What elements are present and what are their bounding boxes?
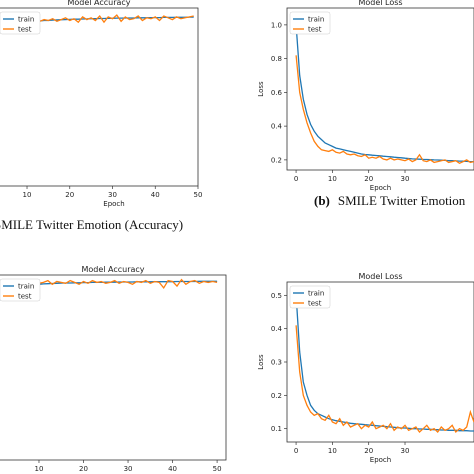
chart-bottom-right: Model Loss 0 10 20 30 0.1 0.2 0.3 0.4 0.5 Epoch Los… bbox=[257, 272, 474, 464]
chart-top-left: Model Accuracy 20 30 40 50 10 Epoch train test bbox=[0, 0, 202, 208]
x-axis-label: Epoch bbox=[370, 184, 391, 192]
y-tick-label: 0.4 bbox=[271, 123, 283, 131]
x-tick-label: 10 bbox=[35, 465, 44, 473]
caption-b: (b) SMILE Twitter Emotion bbox=[314, 193, 465, 209]
plot-frame bbox=[286, 7, 474, 171]
legend-label-test: test bbox=[18, 26, 32, 34]
y-tick-label: 1.0 bbox=[271, 21, 282, 29]
y-axis-label: Loss bbox=[257, 354, 265, 370]
y-tick-label: 0.3 bbox=[271, 359, 282, 367]
series-line-train bbox=[295, 295, 474, 432]
y-tick-label: 0.6 bbox=[271, 89, 283, 97]
chart-title: Model Loss bbox=[358, 272, 402, 281]
x-tick-label: 10 bbox=[328, 175, 337, 183]
series-line-test bbox=[295, 55, 474, 165]
legend-label-train: train bbox=[18, 16, 34, 24]
x-tick-label: 0 bbox=[294, 175, 298, 183]
chart-title: Model Loss bbox=[358, 0, 402, 7]
x-tick-label: 40 bbox=[168, 465, 177, 473]
series-line-train bbox=[295, 24, 474, 163]
x-axis-label: Epoch bbox=[103, 200, 124, 208]
caption-a-text: SMILE Twitter Emotion (Accuracy) bbox=[0, 217, 184, 232]
x-tick-label: 20 bbox=[79, 465, 88, 473]
y-tick-label: 0.2 bbox=[271, 392, 282, 400]
x-tick-label: 50 bbox=[194, 191, 203, 199]
y-tick-label: 0.1 bbox=[271, 425, 282, 433]
legend-label-train: train bbox=[308, 16, 324, 24]
y-tick-label: 0.8 bbox=[271, 55, 282, 63]
x-tick-label: 20 bbox=[364, 175, 373, 183]
x-tick-label: 30 bbox=[108, 191, 117, 199]
x-tick-label: 30 bbox=[401, 175, 410, 183]
caption-b-label: (b) bbox=[314, 193, 330, 208]
y-axis-label: Loss bbox=[257, 81, 265, 97]
x-tick-label: 10 bbox=[23, 191, 32, 199]
plot-frame bbox=[0, 7, 199, 187]
x-tick-label: 20 bbox=[364, 447, 373, 455]
legend-label-train: train bbox=[308, 290, 324, 298]
x-tick-label: 10 bbox=[328, 447, 337, 455]
legend-label-train: train bbox=[18, 283, 34, 291]
chart-bottom-left: Model Accuracy01020304050Epochtraintest bbox=[0, 265, 227, 473]
legend-label-test: test bbox=[308, 300, 322, 308]
y-tick-label: 0.5 bbox=[271, 292, 282, 300]
chart-top-right: Model Loss 0 10 20 30 0.2 0.4 0.6 0.8 1.0 Epoch Los… bbox=[257, 0, 474, 192]
y-tick-label: 0.2 bbox=[271, 156, 282, 164]
series-line-test bbox=[295, 325, 474, 434]
x-tick-label: 0 bbox=[294, 447, 298, 455]
x-tick-label: 50 bbox=[213, 465, 222, 473]
chart-title: Model Accuracy bbox=[81, 265, 144, 274]
caption-b-text: SMILE Twitter Emotion bbox=[337, 193, 466, 208]
legend-label-test: test bbox=[18, 293, 32, 301]
x-tick-label: 30 bbox=[124, 465, 133, 473]
plot-frame bbox=[0, 274, 227, 461]
chart-title: Model Accuracy bbox=[67, 0, 130, 7]
y-tick-label: 0.4 bbox=[271, 325, 283, 333]
x-tick-label: 30 bbox=[401, 447, 410, 455]
x-axis-label: Epoch bbox=[370, 456, 391, 464]
x-tick-label: 20 bbox=[65, 191, 74, 199]
caption-a: SMILE Twitter Emotion (Accuracy) bbox=[0, 217, 183, 233]
legend-label-test: test bbox=[308, 26, 322, 34]
x-tick-label: 40 bbox=[151, 191, 160, 199]
